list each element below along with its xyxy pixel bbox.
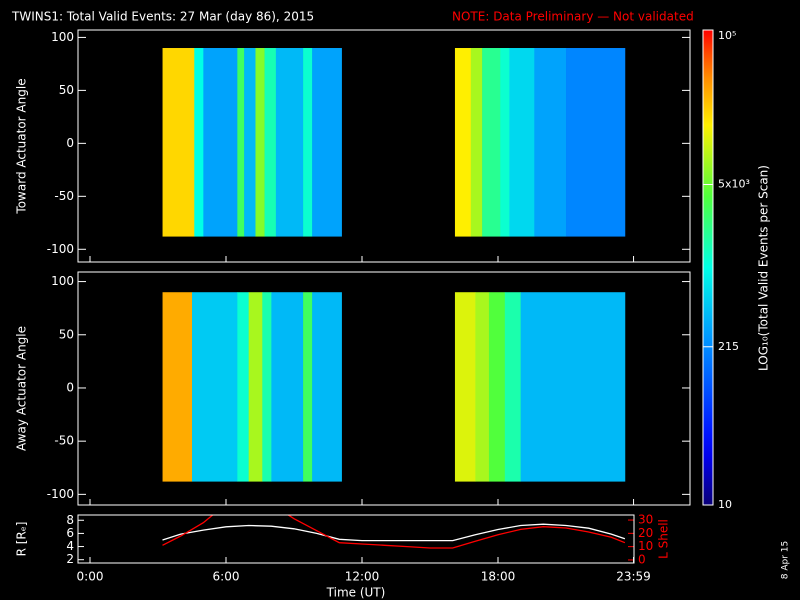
heatmap-cell <box>534 48 567 237</box>
y-tick-label: 50 <box>59 83 74 97</box>
heatmap-cell <box>255 48 265 237</box>
y-tick-label: -50 <box>54 434 74 448</box>
heatmap-cell <box>500 48 510 237</box>
plot-frame <box>77 271 691 506</box>
heatmap-cell <box>504 292 521 482</box>
y-tick-label: -100 <box>47 487 74 501</box>
y-tick-label: 0 <box>66 136 74 150</box>
colorbar-tick-label: 10⁵ <box>718 29 736 42</box>
heatmap-cell <box>162 292 193 482</box>
chart-title: TWINS1: Total Valid Events: 27 Mar (day … <box>11 10 314 24</box>
heatmap-cell <box>520 292 626 482</box>
heatmap-cell <box>275 48 304 237</box>
series-line <box>162 515 626 549</box>
note: NOTE: Data Preliminary — Not validated <box>452 10 694 24</box>
y-axis-label: R [Rₑ] <box>15 522 29 557</box>
y-axis-label: Away Actuator Angle <box>15 326 29 451</box>
heatmap-cell <box>488 292 506 482</box>
y-tick-label: 6 <box>66 526 74 540</box>
x-axis-label: Time (UT) <box>326 586 386 600</box>
y-tick-label: 100 <box>51 274 74 288</box>
heatmap-cell <box>303 292 313 482</box>
y2-tick-label: 30 <box>638 513 653 527</box>
plot-frame <box>77 514 635 564</box>
heatmap-cell <box>244 48 256 237</box>
y-tick-label: -100 <box>47 242 74 256</box>
colorbar <box>703 30 713 505</box>
x-tick-label: 12:00 <box>345 570 380 584</box>
heatmap-cell <box>312 48 342 237</box>
heatmap-cell <box>566 48 626 237</box>
y-tick-label: 100 <box>51 30 74 44</box>
y2-tick-label: 0 <box>638 552 646 566</box>
heatmap-cell <box>454 48 472 237</box>
series-line <box>162 523 626 542</box>
y-tick-label: 4 <box>66 539 74 553</box>
heatmap-cell <box>509 48 535 237</box>
heatmap-cell <box>482 48 501 237</box>
heatmap-cell <box>475 292 490 482</box>
date-stamp: 8 Apr 15 <box>781 541 791 579</box>
heatmap-cell <box>470 48 483 237</box>
y-axis-label: Toward Actuator Angle <box>15 78 29 214</box>
y-tick-label: -50 <box>54 189 74 203</box>
x-tick-label: 23:59 <box>616 570 651 584</box>
x-tick-label: 0:00 <box>77 570 104 584</box>
colorbar-tick-label: 10 <box>718 498 732 511</box>
heatmap-cell <box>203 48 238 237</box>
y-tick-label: 0 <box>66 380 74 394</box>
heatmap-cell <box>192 292 238 482</box>
colorbar-label: LOG₁₀(Total Valid Events per Scan) <box>757 165 771 371</box>
x-tick-label: 18:00 <box>481 570 516 584</box>
heatmap-cell <box>262 292 272 482</box>
y-tick-label: 50 <box>59 327 74 341</box>
colorbar-tick-label: 5x10³ <box>718 177 750 190</box>
heatmap-cell <box>248 292 263 482</box>
heatmap-cell <box>454 292 476 482</box>
heatmap-cell <box>237 48 245 237</box>
heatmap-cell <box>162 48 195 237</box>
heatmap-cell <box>237 292 249 482</box>
y-tick-label: 2 <box>66 552 74 566</box>
heatmap-cell <box>271 292 304 482</box>
heatmap-cell <box>312 292 342 482</box>
y-tick-label: 8 <box>66 513 74 527</box>
colorbar-tick-label: 215 <box>718 340 739 353</box>
y2-axis-label: L Shell <box>657 519 671 559</box>
plot-frame <box>77 29 691 263</box>
y2-tick-label: 20 <box>638 526 653 540</box>
heatmap-cell <box>264 48 277 237</box>
x-tick-label: 6:00 <box>213 570 240 584</box>
heatmap-cell <box>194 48 204 237</box>
heatmap-cell <box>303 48 313 237</box>
y2-tick-label: 10 <box>638 539 653 553</box>
